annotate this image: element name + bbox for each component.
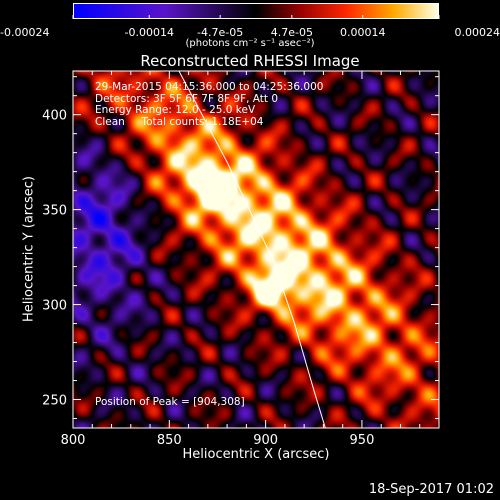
peak-position-label: Position of Peak = [904,308] <box>95 396 245 408</box>
x-axis-label: Heliocentric X (arcsec) <box>182 447 330 462</box>
info-line-energy: Energy Range: 12.0 - 25.0 keV <box>95 104 256 116</box>
solar-limb-line <box>178 70 326 429</box>
x-tick-label: 900 <box>253 433 278 448</box>
y-tick-label: 300 <box>42 299 67 314</box>
info-block: 29-Mar-2015 04:15:36.000 to 04:25:36.000… <box>95 81 324 128</box>
y-tick-label: 400 <box>42 109 67 124</box>
colorbar-tick-label: -0.00024 <box>0 26 49 39</box>
y-tick-label: 350 <box>42 204 67 219</box>
colorbar-tick-label: -4.7e-05 <box>197 26 243 39</box>
colorbar-tick-label: 4.7e-05 <box>271 26 313 39</box>
colorbar-unit-label: (photons cm⁻² s⁻¹ asec⁻²) <box>185 38 315 49</box>
colorbar-tick-label: 0.00014 <box>340 26 386 39</box>
footer-timestamp: 18-Sep-2017 01:02 <box>368 482 494 497</box>
info-line-counts: Clean Total counts: 1.18E+04 <box>95 115 264 128</box>
info-line-time: 29-Mar-2015 04:15:36.000 to 04:25:36.000 <box>95 81 324 93</box>
colorbar <box>73 3 439 19</box>
colorbar-tick-label: -0.00014 <box>125 26 174 39</box>
x-tick-label: 850 <box>157 433 182 448</box>
y-axis-label: Heliocentric Y (arcsec) <box>21 176 37 322</box>
x-tick-label: 800 <box>61 433 86 448</box>
x-tick-label: 950 <box>350 433 375 448</box>
colorbar-tick-label: 0.00024 <box>455 26 500 39</box>
heatmap-image <box>73 71 439 428</box>
chart-title: Reconstructed RHESSI Image <box>140 52 360 70</box>
info-line-detectors: Detectors: 3F 5F 6F 7F 8F 9F, Att 0 <box>95 92 279 105</box>
y-tick-label: 250 <box>42 394 67 409</box>
plot-frame <box>72 70 440 429</box>
